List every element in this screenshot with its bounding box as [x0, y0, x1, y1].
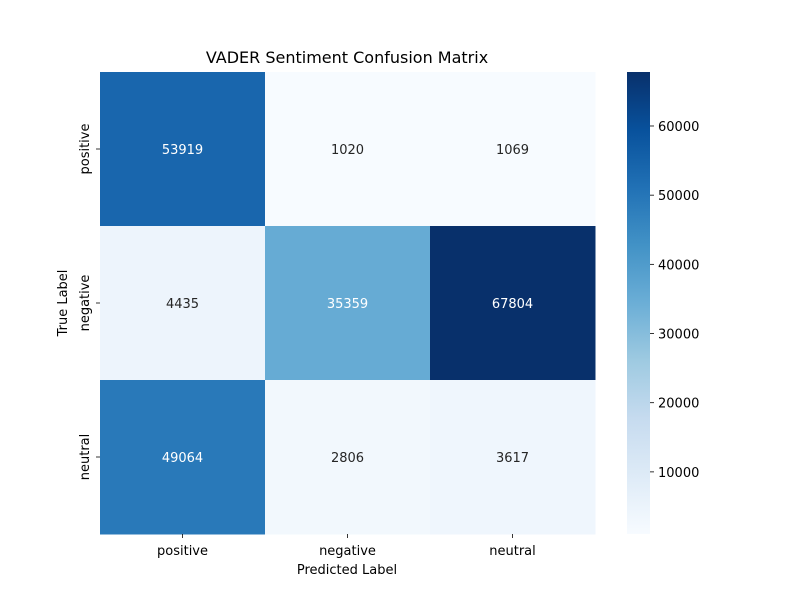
heatmap-cell — [265, 380, 431, 535]
heatmap-cell — [430, 226, 596, 381]
cell-value-label: 3617 — [496, 451, 529, 466]
colorbar-tick-label: 20000 — [658, 397, 699, 412]
colorbar-tick-label: 50000 — [658, 189, 699, 204]
x-axis-label: Predicted Label — [297, 563, 397, 578]
heatmap-cells — [100, 72, 596, 535]
x-axis-ticks: positive negative neutral — [157, 534, 536, 559]
cell-value-label: 1069 — [496, 143, 529, 158]
heatmap-cell — [430, 72, 596, 227]
y-axis-ticks: positive negative neutral — [78, 124, 100, 481]
x-tick-label: negative — [319, 544, 376, 559]
chart-title: VADER Sentiment Confusion Matrix — [206, 48, 488, 67]
colorbar-ticks: 10000 20000 30000 40000 50000 60000 — [650, 120, 699, 481]
heatmap-cell — [100, 380, 266, 535]
x-tick-label: positive — [157, 544, 208, 559]
heatmap-cell — [430, 380, 596, 535]
cell-value-label: 49064 — [162, 451, 203, 466]
cell-value-label: 67804 — [492, 297, 533, 312]
x-tick-label: neutral — [489, 544, 536, 559]
cell-value-label: 4435 — [166, 297, 199, 312]
heatmap-cell — [265, 226, 431, 381]
colorbar-tick-label: 10000 — [658, 466, 699, 481]
colorbar-tick-label: 60000 — [658, 120, 699, 135]
colorbar-tick-label: 30000 — [658, 328, 699, 343]
cell-value-label: 53919 — [162, 143, 203, 158]
y-tick-label: negative — [78, 275, 93, 332]
heatmap-cell — [265, 72, 431, 227]
cell-value-label: 2806 — [331, 451, 364, 466]
heatmap-cell — [100, 226, 266, 381]
cell-value-label: 35359 — [327, 297, 368, 312]
y-axis-label: True Label — [56, 270, 71, 338]
y-tick-label: positive — [78, 124, 93, 175]
colorbar-tick-label: 40000 — [658, 258, 699, 273]
y-tick-label: neutral — [78, 434, 93, 481]
heatmap-cell — [100, 72, 266, 227]
colorbar — [627, 72, 650, 534]
cell-annotations: 53919 1020 1069 4435 35359 67804 49064 2806 3617 — [162, 143, 533, 466]
cell-value-label: 1020 — [331, 143, 364, 158]
